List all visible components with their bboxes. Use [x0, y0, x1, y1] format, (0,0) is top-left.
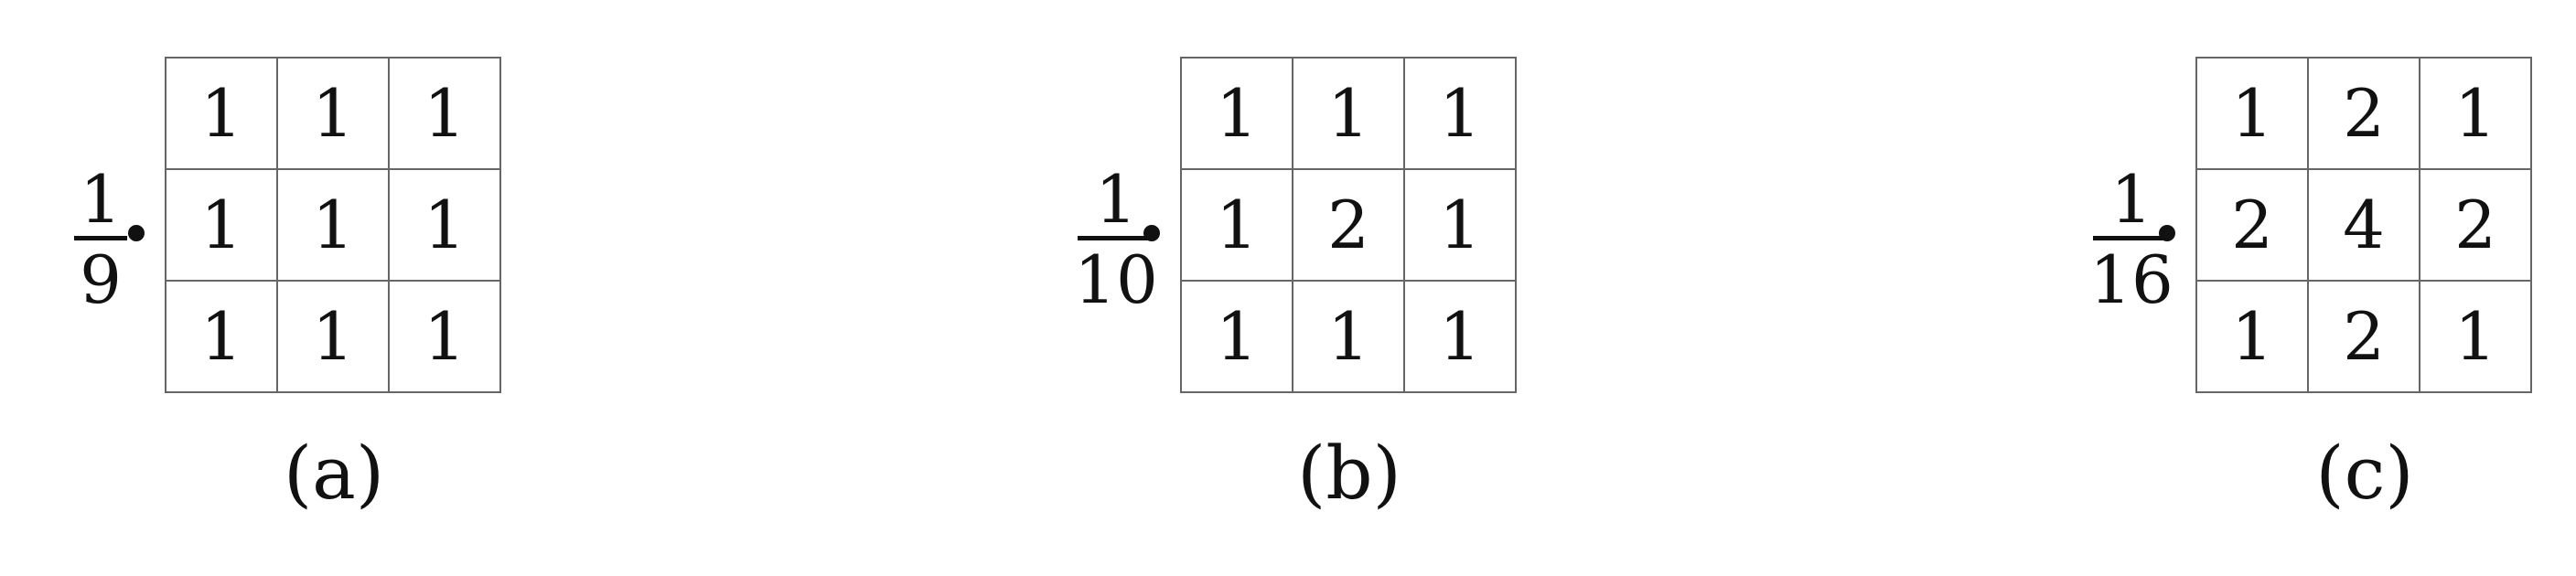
kernel-cell: 1 — [390, 282, 501, 393]
fraction-numerator: 1 — [2110, 161, 2152, 238]
kernel-caption: (b) — [1297, 431, 1401, 516]
fraction-bar — [74, 236, 127, 240]
kernel-cell: 1 — [1293, 59, 1405, 170]
kernel-c: 1 16 1 2 1 2 4 2 1 2 1 (c) — [2077, 0, 2552, 576]
normalization-fraction: 1 10 — [1061, 161, 1171, 316]
kernel-cell: 1 — [166, 282, 278, 393]
kernel-grid: 1 1 1 1 1 1 1 1 1 — [165, 57, 501, 393]
normalization-fraction: 1 16 — [2077, 161, 2186, 316]
kernel-cell: 1 — [1182, 59, 1293, 170]
kernel-cell: 1 — [166, 170, 278, 282]
kernel-cell: 1 — [1182, 170, 1293, 282]
kernel-cell: 1 — [390, 59, 501, 170]
kernel-cell: 1 — [2420, 282, 2532, 393]
multiplication-dot-icon — [1143, 225, 1160, 241]
kernel-cell: 1 — [390, 170, 501, 282]
kernel-cell: 1 — [278, 282, 390, 393]
kernel-cell: 1 — [278, 59, 390, 170]
kernel-cell: 2 — [2309, 59, 2420, 170]
kernel-cell: 1 — [2197, 282, 2309, 393]
kernel-cell: 2 — [2197, 170, 2309, 282]
normalization-fraction: 1 9 — [46, 161, 156, 316]
kernel-cell: 2 — [2309, 282, 2420, 393]
kernel-cell: 1 — [278, 170, 390, 282]
fraction-numerator: 1 — [80, 161, 122, 238]
kernel-grid: 1 2 1 2 4 2 1 2 1 — [2195, 57, 2532, 393]
kernel-caption: (a) — [283, 431, 385, 516]
kernel-a: 1 9 1 1 1 1 1 1 1 1 1 (a) — [46, 0, 521, 576]
kernel-cell: 1 — [1405, 282, 1517, 393]
kernel-cell: 1 — [166, 59, 278, 170]
kernel-caption: (c) — [2315, 431, 2414, 516]
kernel-cell: 1 — [2197, 59, 2309, 170]
fraction-bar — [2093, 236, 2170, 240]
kernel-cell: 4 — [2309, 170, 2420, 282]
kernel-cell: 1 — [1182, 282, 1293, 393]
kernel-grid: 1 1 1 1 2 1 1 1 1 — [1180, 57, 1517, 393]
kernel-cell: 1 — [2420, 59, 2532, 170]
kernel-cell: 1 — [1405, 170, 1517, 282]
fraction-bar — [1078, 236, 1154, 240]
kernel-cell: 1 — [1293, 282, 1405, 393]
fraction-denominator: 10 — [1074, 241, 1158, 318]
multiplication-dot-icon — [2159, 225, 2175, 241]
kernel-cell: 1 — [1405, 59, 1517, 170]
multiplication-dot-icon — [128, 225, 145, 241]
kernel-cell: 2 — [2420, 170, 2532, 282]
kernel-cell: 2 — [1293, 170, 1405, 282]
kernel-b: 1 10 1 1 1 1 2 1 1 1 1 (b) — [1061, 0, 1537, 576]
fraction-denominator: 9 — [80, 241, 122, 318]
fraction-denominator: 16 — [2089, 241, 2174, 318]
fraction-numerator: 1 — [1095, 161, 1137, 238]
